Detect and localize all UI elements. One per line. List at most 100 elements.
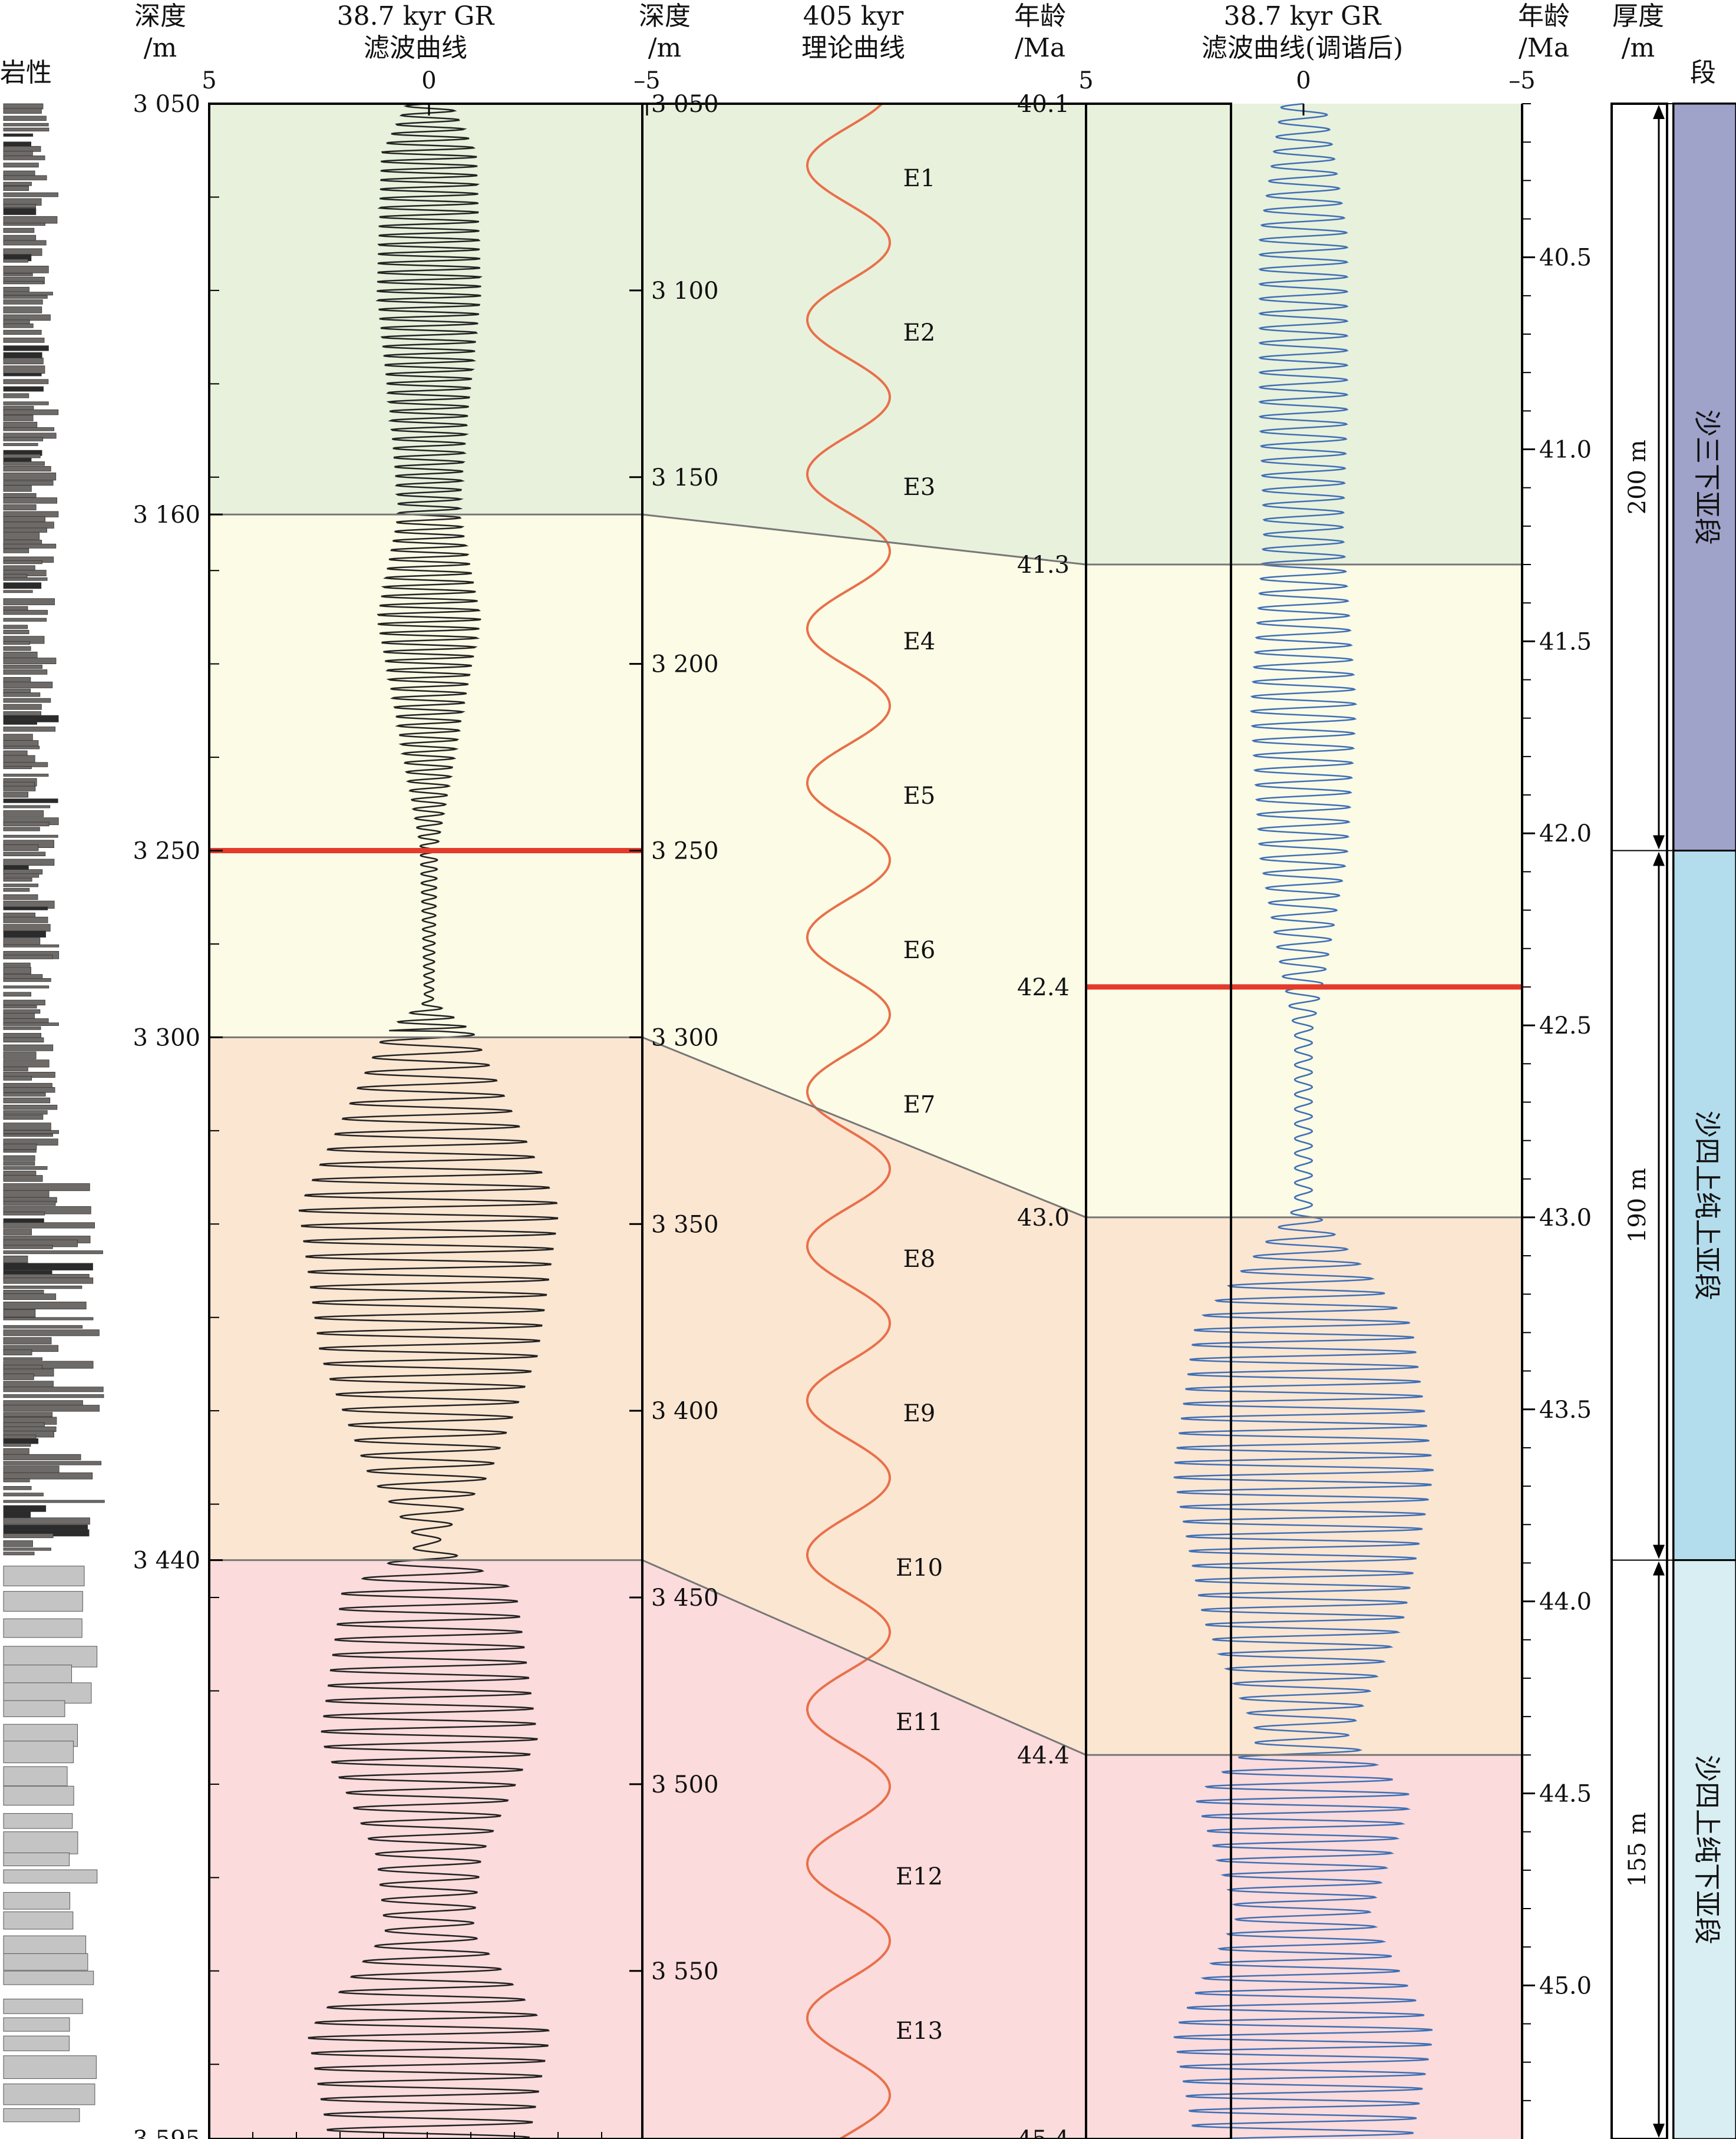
lithology-bed xyxy=(3,1133,53,1137)
lithology-bed xyxy=(3,1547,51,1551)
lithology-sandstone xyxy=(3,1591,83,1612)
lithology-bed xyxy=(3,1309,36,1318)
lithology-bed xyxy=(3,295,48,299)
lithology-sandstone xyxy=(3,1566,85,1586)
zone-band-theory xyxy=(642,1037,1086,1755)
lithology-bed xyxy=(3,280,44,285)
lithology-bed xyxy=(3,798,58,803)
lithology-bed xyxy=(3,292,53,296)
lithology-bed xyxy=(3,938,41,945)
lithology-bed xyxy=(3,692,41,697)
gr-panel-frame xyxy=(208,103,1232,2139)
cycle-label-E13: E13 xyxy=(896,2018,943,2045)
lithology-bed xyxy=(3,454,41,458)
lithology-bed xyxy=(3,844,39,851)
zone-band-theory xyxy=(642,514,1086,1217)
lithology-bed xyxy=(3,810,44,817)
zone-band-tuned xyxy=(1086,104,1522,565)
segment-label: 沙四上纯上亚段 xyxy=(1691,1111,1723,1300)
age2-tick-label: 40.5 xyxy=(1539,245,1592,272)
lithology-bed xyxy=(3,1044,54,1051)
lithology-bed xyxy=(3,1478,30,1483)
depth2-tick-label: 3 350 xyxy=(651,1211,719,1238)
lithology-bed xyxy=(3,598,55,605)
lithology-bed xyxy=(3,821,49,827)
lithology-bed xyxy=(3,704,42,710)
lithology-bed xyxy=(3,401,49,405)
depth2-tick-label: 3 150 xyxy=(651,464,719,491)
lithology-sandstone xyxy=(3,1785,74,1806)
lithology-bed xyxy=(3,658,57,665)
depth2-tick-label: 3 200 xyxy=(651,651,719,678)
cycle-label-E3: E3 xyxy=(903,474,936,501)
lithology-bed xyxy=(3,577,48,581)
depth-tick-label: 3 595 xyxy=(133,2126,200,2139)
axis-ticks: E1 E2 E3 E4 E5 E6 E7 E8 E9 E10 E11 E12 E13 3 050 3 160… xyxy=(133,91,1592,2139)
gr1-header-line1: 38.7 kyr GR xyxy=(337,1,496,31)
age2-tick-label: 44.0 xyxy=(1539,1589,1592,1616)
zone-band-gr xyxy=(209,1560,642,2139)
lithology-bed xyxy=(3,630,29,635)
lithology-bed xyxy=(3,590,33,593)
lithology-sandstone xyxy=(3,1935,87,1956)
thickness-label-bg xyxy=(1628,1808,1651,1891)
lithology-bed xyxy=(3,1149,37,1153)
lithology-bed xyxy=(3,365,45,374)
lithology-bed xyxy=(3,1374,34,1380)
lithology-bed xyxy=(3,1087,55,1093)
lithology-bed xyxy=(3,1201,56,1206)
lithology-bed xyxy=(3,1461,102,1465)
age1-header-line2: /Ma xyxy=(1015,33,1065,63)
lithology-bed xyxy=(3,669,48,675)
lithology-bed xyxy=(3,516,46,523)
lithology-sandstone xyxy=(3,1970,94,1985)
depth-tick-label: 3 050 xyxy=(133,91,200,118)
age2-tick-label: 41.5 xyxy=(1539,628,1592,655)
depth2-tick-label: 3 550 xyxy=(651,1958,719,1985)
lithology-bed xyxy=(3,141,32,147)
lithology-bed xyxy=(3,181,32,186)
lithology-bed xyxy=(3,379,49,384)
lithology-bed xyxy=(3,133,34,137)
age2-tick-label: 42.0 xyxy=(1539,820,1592,847)
lithology-bed xyxy=(3,1123,51,1131)
lithology-bed xyxy=(3,859,55,866)
lithology-bed xyxy=(3,1278,94,1284)
lithology-sandstone xyxy=(3,2108,80,2123)
thickness-arrowhead-bottom xyxy=(1653,1544,1665,1559)
lithology-bed xyxy=(3,1493,44,1497)
lithology-bed xyxy=(3,1511,31,1519)
thickness-arrowhead-bottom xyxy=(1653,835,1665,850)
lithology-bed xyxy=(3,873,39,878)
segment-label: 沙三下亚段 xyxy=(1691,410,1723,545)
lithology-bed xyxy=(3,123,49,127)
thickness-label-bg xyxy=(1628,435,1651,519)
lithology-bed xyxy=(3,1486,32,1490)
age-axis-band xyxy=(1522,104,1612,2139)
lithology-bed xyxy=(3,1412,53,1417)
lithology-bed xyxy=(3,175,47,180)
cycle-label-E8: E8 xyxy=(903,1246,936,1273)
lithology-bed xyxy=(3,329,42,335)
lithology-bed xyxy=(3,1524,88,1531)
lithology-bed xyxy=(3,1302,87,1310)
theory-header-line2: 理论曲线 xyxy=(801,33,905,63)
lithology-bed xyxy=(3,1454,81,1460)
thickness-arrowhead-top xyxy=(1653,851,1665,866)
age2-tick-label: 42.5 xyxy=(1539,1012,1592,1039)
segment-label: 沙四上纯下亚段 xyxy=(1691,1755,1723,1945)
lithology-bed xyxy=(3,1533,54,1539)
lithology-sandstone xyxy=(3,2055,97,2079)
lithology-sandstone xyxy=(3,1682,92,1704)
lithology-bed xyxy=(3,527,47,533)
cycle-label-E11: E11 xyxy=(896,1709,943,1736)
cycle-label-E4: E4 xyxy=(903,628,936,655)
lithology-bed xyxy=(3,719,37,725)
lithology-bed xyxy=(3,415,34,421)
cycle-label-E6: E6 xyxy=(903,937,936,964)
lithology-sandstone xyxy=(3,2083,95,2105)
lithology-bed xyxy=(3,745,40,750)
lithology-bed xyxy=(3,437,44,441)
boundary-lines xyxy=(209,103,1522,1756)
lithology-sandstone xyxy=(3,1869,98,1884)
